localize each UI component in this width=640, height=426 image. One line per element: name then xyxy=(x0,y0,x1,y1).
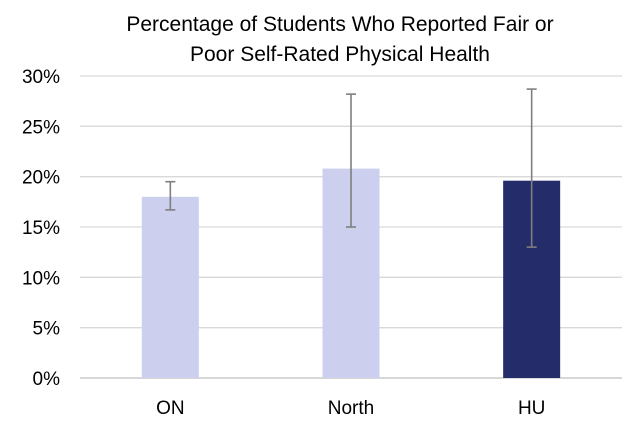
chart-title: Percentage of Students Who Reported Fair… xyxy=(40,10,640,70)
chart-title-line-2: Poor Self-Rated Physical Health xyxy=(190,43,490,66)
x-tick-label: HU xyxy=(518,398,545,419)
bar xyxy=(141,196,199,378)
x-tick-label: ON xyxy=(156,398,185,419)
chart-title-line-1: Percentage of Students Who Reported Fair… xyxy=(126,13,554,36)
y-tick-label: 30% xyxy=(22,67,60,88)
y-tick-label: 5% xyxy=(33,319,61,340)
y-tick-label: 0% xyxy=(33,369,61,390)
x-tick-label: North xyxy=(328,398,374,419)
y-tick-label: 25% xyxy=(22,117,60,138)
y-tick-label: 20% xyxy=(22,168,60,189)
y-tick-label: 15% xyxy=(22,218,60,239)
y-tick-label: 10% xyxy=(22,268,60,289)
